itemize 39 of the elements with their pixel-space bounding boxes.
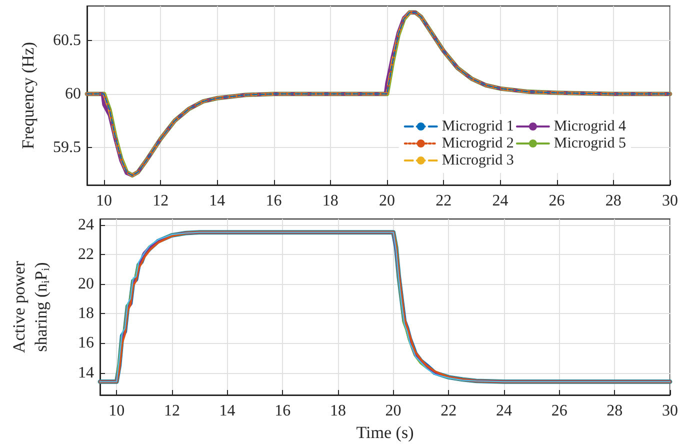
legend-label: Microgrid 1 bbox=[442, 118, 514, 134]
y-axis-title: Frequency (Hz) bbox=[18, 42, 38, 150]
x-tick-label: 30 bbox=[662, 402, 678, 420]
y-tick-label: 59.5 bbox=[53, 138, 81, 156]
y-tick-label: 18 bbox=[78, 305, 94, 322]
y-tick-label: 16 bbox=[78, 334, 94, 352]
y-tick-label: 22 bbox=[78, 246, 94, 263]
x-tick-label: 26 bbox=[551, 402, 568, 420]
y-tick-label: 60.5 bbox=[53, 32, 81, 49]
x-tick-label: 20 bbox=[385, 402, 402, 420]
x-tick-label: 10 bbox=[96, 192, 112, 210]
legend-label: Microgrid 5 bbox=[554, 136, 626, 152]
x-axis-title: Time (s) bbox=[356, 422, 414, 442]
legend-label: Microgrid 3 bbox=[442, 152, 514, 168]
x-tick-label: 28 bbox=[606, 402, 623, 420]
legend-label: Microgrid 4 bbox=[554, 118, 626, 134]
y-tick-label: 14 bbox=[78, 364, 94, 382]
x-tick-label: 22 bbox=[436, 192, 452, 210]
legend-label: Microgrid 2 bbox=[442, 136, 514, 152]
x-tick-label: 20 bbox=[378, 192, 395, 210]
x-tick-label: 24 bbox=[492, 192, 508, 210]
x-tick-label: 12 bbox=[164, 402, 180, 420]
x-tick-label: 12 bbox=[152, 192, 169, 210]
y-tick-label: 20 bbox=[78, 276, 94, 293]
x-tick-label: 14 bbox=[219, 402, 236, 420]
y-tick-label: 60 bbox=[65, 85, 81, 102]
x-tick-label: 26 bbox=[548, 192, 565, 210]
x-tick-label: 22 bbox=[440, 402, 457, 420]
x-tick-label: 14 bbox=[209, 192, 226, 210]
y-axis-title: Active power sharing (niPi) bbox=[10, 260, 52, 354]
x-tick-label: 18 bbox=[330, 402, 346, 420]
x-tick-label: 16 bbox=[266, 192, 282, 210]
x-tick-label: 10 bbox=[108, 402, 125, 420]
x-tick-label: 30 bbox=[662, 192, 678, 210]
x-tick-label: 16 bbox=[274, 402, 291, 420]
x-tick-label: 24 bbox=[496, 402, 512, 420]
y-tick-label: 24 bbox=[78, 216, 94, 234]
x-tick-label: 28 bbox=[605, 192, 622, 210]
x-tick-label: 18 bbox=[322, 192, 338, 210]
